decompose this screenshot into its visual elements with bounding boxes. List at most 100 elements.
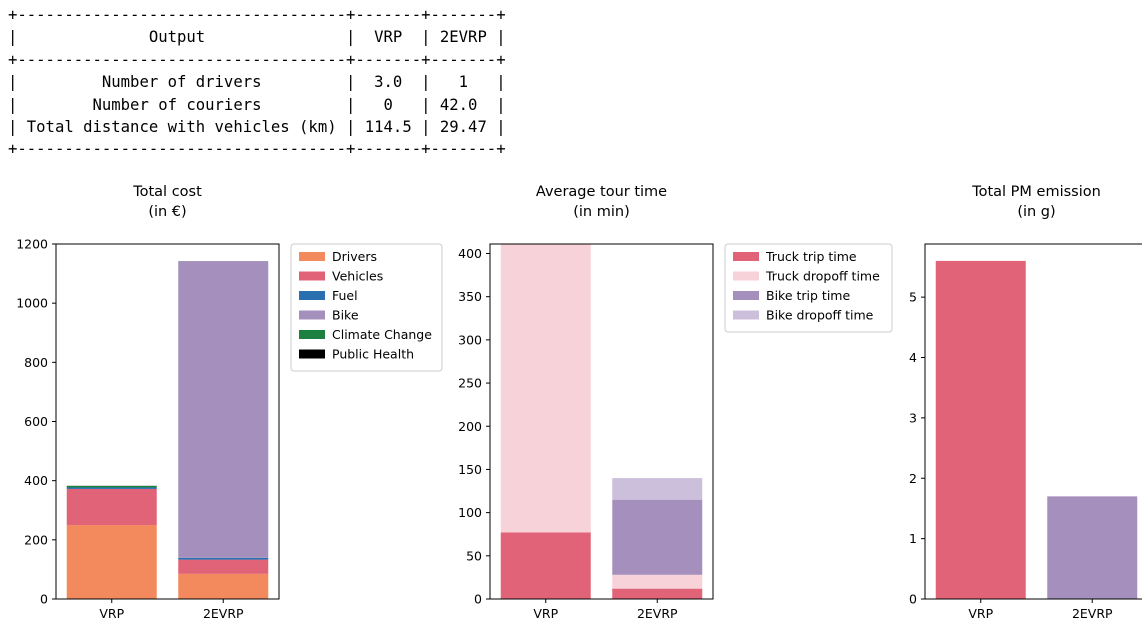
table-cell: 42.0 <box>439 95 487 114</box>
y-tick-label: 200 <box>24 532 48 547</box>
y-tick-label: 1000 <box>16 296 48 311</box>
y-tick-label: 0 <box>909 592 917 607</box>
legend-swatch <box>299 310 325 320</box>
legend-swatch <box>299 252 325 261</box>
bar-drivers <box>178 573 269 599</box>
legend-box <box>290 243 443 372</box>
chart-title: Total cost <box>132 184 202 200</box>
y-tick-label: 0 <box>474 592 482 607</box>
legend-swatch <box>733 252 759 261</box>
bar-truck-dropoff-time <box>612 574 703 589</box>
table-cell: 3.0 <box>364 73 412 92</box>
y-tick-label: 2 <box>909 471 917 486</box>
y-tick-label: 50 <box>466 548 482 563</box>
legend-label: Climate Change <box>332 327 432 342</box>
legend-label: Bike <box>332 308 359 323</box>
table-cell: VRP <box>364 28 412 47</box>
x-tick-label: 2EVRP <box>203 606 244 621</box>
chart-title: Average tour time <box>536 184 667 200</box>
legend-label: Vehicles <box>332 269 383 284</box>
x-tick-label: VRP <box>533 606 558 621</box>
bar <box>1047 496 1138 599</box>
y-tick-label: 5 <box>909 290 917 305</box>
y-tick-label: 3 <box>909 410 917 425</box>
y-tick-label: 150 <box>458 462 482 477</box>
chart-title: (in €) <box>148 204 186 220</box>
bar-fuel <box>66 487 157 489</box>
chart-3: Total PM emission (in g) 0 1 2 3 4 5 VRP 2EVRP <box>909 184 1142 621</box>
x-tick-label: VRP <box>99 606 124 621</box>
legend: Truck trip time Truck dropoff time Bike tr… <box>724 243 893 333</box>
bar <box>935 260 1026 599</box>
bar-vehicles <box>66 488 157 526</box>
legend-label: Bike trip time <box>766 288 850 303</box>
table-cell: Output <box>26 28 337 47</box>
bar-truck-trip-time <box>612 588 703 599</box>
bar-vehicles <box>178 559 269 574</box>
bar-climate-change <box>66 485 157 488</box>
table-cell: 1 <box>439 73 487 92</box>
y-tick-label: 4 <box>909 350 917 365</box>
table-cell: 114.5 <box>364 118 412 137</box>
chart-2: Average tour time (in min) 0 50 100 150 200 250… <box>458 184 893 621</box>
table-border: +-----------------------------------+---… <box>8 50 506 69</box>
legend-swatch <box>733 271 759 281</box>
table-row: | Number of drivers | 3.0 | 1 | <box>8 73 506 92</box>
y-tick-label: 250 <box>458 376 482 391</box>
chart-title: (in g) <box>1017 204 1055 220</box>
bar-fuel <box>178 557 269 560</box>
y-tick-label: 600 <box>24 414 48 429</box>
y-tick-label: 1200 <box>16 237 48 252</box>
table-row: | Total distance with vehicles (km) | 11… <box>8 118 506 137</box>
x-tick-label: 2EVRP <box>1072 606 1113 621</box>
legend-swatch <box>299 271 325 281</box>
legend-label: Fuel <box>332 288 358 303</box>
chart-title: (in min) <box>573 204 630 220</box>
y-tick-label: 0 <box>40 592 48 607</box>
table-cell: 29.47 <box>439 118 487 137</box>
legend-label: Truck trip time <box>765 249 857 264</box>
chart-1: Total cost (in €) 0 200 400 600 800 1000 1200 VRP… <box>16 184 443 621</box>
legend-swatch <box>299 349 325 359</box>
y-tick-label: 400 <box>458 246 482 261</box>
table-row: | Number of couriers | 0 | 42.0 | <box>8 95 506 114</box>
y-tick-label: 300 <box>458 332 482 347</box>
legend-label: Truck dropoff time <box>765 269 880 284</box>
x-tick-label: 2EVRP <box>637 606 678 621</box>
output-table: +-----------------------------------+---… <box>8 4 506 161</box>
bar-bike-dropoff-time <box>612 478 703 500</box>
y-tick-label: 400 <box>24 473 48 488</box>
x-tick-label: VRP <box>968 606 993 621</box>
legend-label: Public Health <box>332 347 414 362</box>
table-border: +-----------------------------------+---… <box>8 6 506 24</box>
legend-label: Bike dropoff time <box>766 308 874 323</box>
table-cell: Total distance with vehicles (km) <box>26 118 337 137</box>
table-header-row: | Output | VRP | 2EVRP | <box>8 28 506 47</box>
legend-box <box>724 243 893 333</box>
legend-swatch <box>733 291 759 300</box>
y-tick-label: 800 <box>24 355 48 370</box>
bar-bike-trip-time <box>612 499 703 575</box>
y-tick-label: 100 <box>458 505 482 520</box>
bar-truck-trip-time <box>500 532 591 599</box>
axes-frame <box>924 243 1142 600</box>
table-cell: 0 <box>364 95 412 114</box>
y-tick-label: 350 <box>458 289 482 304</box>
axes-frame <box>489 243 714 600</box>
bar-bike <box>178 261 269 558</box>
table-cell: Number of drivers <box>26 73 337 92</box>
y-tick-label: 200 <box>458 419 482 434</box>
legend-swatch <box>733 310 759 320</box>
legend-label: Drivers <box>332 249 377 264</box>
legend-swatch <box>299 330 325 339</box>
bar-drivers <box>66 525 157 599</box>
chart-title: Total PM emission <box>971 184 1101 200</box>
table-cell: 2EVRP <box>439 28 487 47</box>
table-border: +-----------------------------------+---… <box>8 140 506 159</box>
bar-truck-dropoff-time <box>500 244 591 533</box>
legend-swatch <box>299 291 325 300</box>
table-cell: Number of couriers <box>26 95 337 114</box>
y-tick-label: 1 <box>909 531 917 546</box>
legend: Drivers Vehicles Fuel Bike Climate Change Pub… <box>290 243 443 372</box>
